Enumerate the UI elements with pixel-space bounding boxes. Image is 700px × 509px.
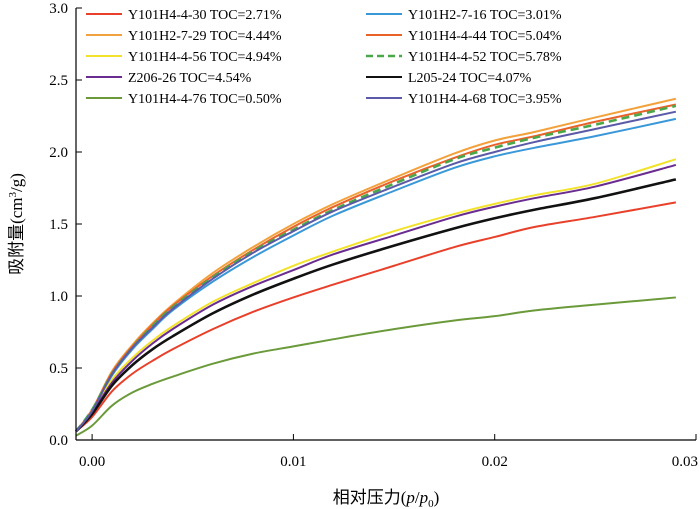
legend-label: Y101H4-4-56 TOC=4.94%	[128, 50, 282, 65]
series-line-8	[75, 178, 677, 433]
y-tick-label: 2.0	[49, 145, 68, 161]
x-axis-title: 相对压力(p/p0)	[333, 488, 440, 509]
y-axis-title: 吸附量(cm3/g)	[7, 173, 26, 275]
legend: Y101H4-4-30 TOC=2.71% Y101H2-7-16 TOC=3.0…	[86, 8, 562, 107]
legend-label: Y101H4-4-44 TOC=5.04%	[408, 29, 562, 44]
legend-label: Y101H4-4-52 TOC=5.78%	[408, 50, 562, 65]
series-line-6	[74, 104, 677, 433]
series-line-5	[75, 158, 677, 432]
series-line-10	[75, 110, 677, 432]
series-line-7	[75, 163, 677, 433]
legend-label: Y101H2-7-29 TOC=4.44%	[128, 29, 282, 44]
legend-label: Y101H4-4-68 TOC=3.95%	[408, 92, 562, 107]
ticks: 0.0 0.5 1.0 1.5 2.0 2.5 3.0 0.00 0.01 0.02 0.03	[49, 1, 698, 470]
legend-label: Z206-26 TOC=4.54%	[128, 71, 252, 86]
series-line-3	[75, 97, 677, 432]
legend-label: Y101H4-4-76 TOC=0.50%	[128, 92, 282, 107]
plot-lines	[74, 97, 677, 437]
series-line-4	[75, 103, 677, 432]
series-line-9	[75, 296, 676, 437]
legend-label: Y101H2-7-16 TOC=3.01%	[408, 8, 562, 23]
y-tick-label: 3.0	[49, 1, 68, 17]
y-tick-label: 1.5	[49, 217, 68, 233]
legend-label: L205-24 TOC=4.07%	[408, 71, 532, 86]
x-tick-label: 0.00	[79, 454, 105, 470]
x-tick-label: 0.02	[482, 454, 508, 470]
y-tick-label: 2.5	[49, 73, 68, 89]
x-tick-label: 0.01	[280, 454, 306, 470]
x-tick-label: 0.03	[672, 454, 698, 470]
series-line-2	[75, 117, 677, 432]
y-tick-label: 0.5	[49, 361, 68, 377]
y-tick-label: 0.0	[49, 433, 68, 449]
y-tick-label: 1.0	[49, 289, 68, 305]
legend-label: Y101H4-4-30 TOC=2.71%	[128, 8, 282, 23]
series-line-1	[75, 201, 677, 433]
